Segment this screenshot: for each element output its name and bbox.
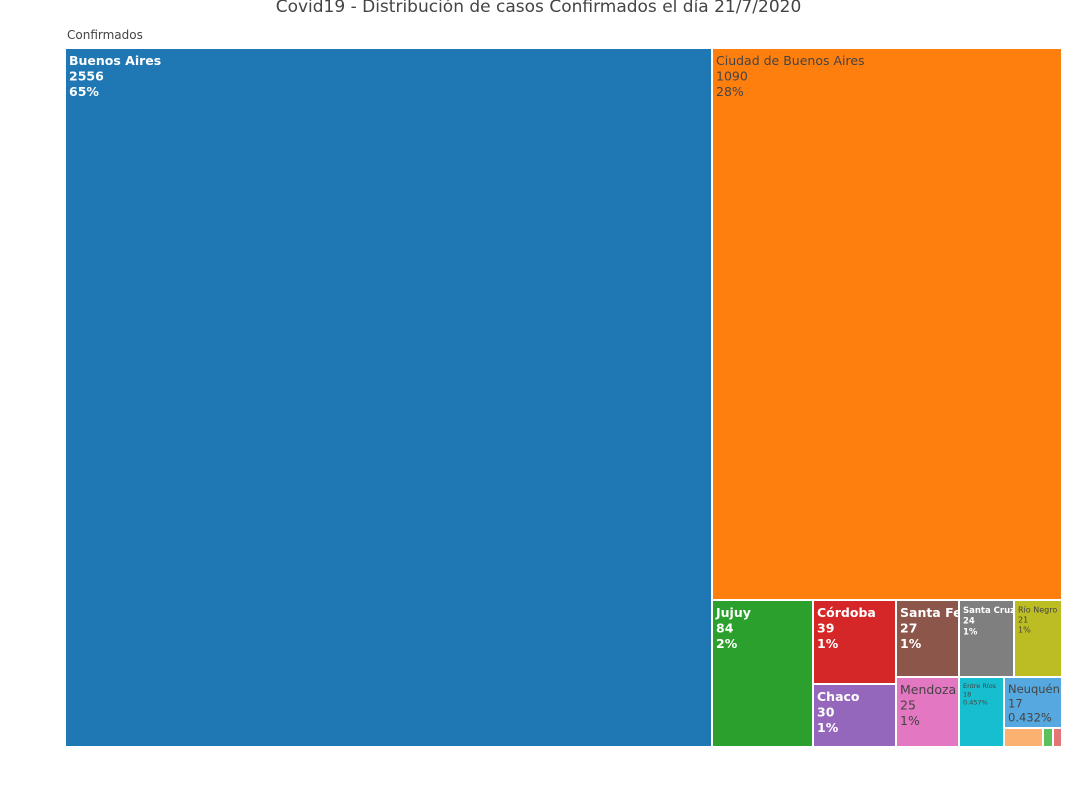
- tile-rect-santa-fe[interactable]: [897, 601, 958, 676]
- tile-percent-mendoza: 1%: [900, 713, 920, 728]
- tile-rect-rio-negro[interactable]: [1015, 601, 1061, 676]
- tile-entre-rios[interactable]: Entre Ríos 18 0.457%: [960, 678, 1003, 746]
- tile-value-rio-negro: 21: [1018, 616, 1028, 625]
- tile-percent-jujuy: 2%: [716, 636, 738, 651]
- tile-rect-jujuy[interactable]: [713, 601, 812, 746]
- tile-percent-cordoba: 1%: [817, 636, 839, 651]
- tile-value-neuquen: 17: [1008, 696, 1023, 710]
- tile-name-santa-fe: Santa Fe: [900, 605, 962, 620]
- tile-value-entre-rios: 18: [963, 690, 971, 698]
- tile-percent-santa-cruz: 1%: [963, 627, 978, 637]
- tile-name-buenos-aires: Buenos Aires: [69, 53, 161, 68]
- tile-chaco[interactable]: Chaco 30 1%: [814, 685, 895, 746]
- tile-ciudad-de-buenos-aires[interactable]: Ciudad de Buenos Aires 1090 28%: [713, 49, 1061, 599]
- tile-name-santa-cruz: Santa Cruz: [963, 606, 1015, 616]
- tile-label-chaco: Chaco 30 1%: [817, 689, 860, 735]
- tile-value-cordoba: 39: [817, 621, 834, 636]
- tile-value-ciudad-de-buenos-aires: 1090: [716, 69, 748, 84]
- tile-rect-buenos-aires[interactable]: [66, 49, 711, 746]
- tile-label-entre-rios: Entre Ríos 18 0.457%: [963, 682, 997, 706]
- tile-percent-ciudad-de-buenos-aires: 28%: [716, 84, 744, 99]
- tile-label-ciudad-de-buenos-aires: Ciudad de Buenos Aires 1090 28%: [716, 53, 865, 99]
- tile-name-rio-negro: Río Negro: [1018, 606, 1057, 615]
- tile-rect-ciudad-de-buenos-aires[interactable]: [713, 49, 1061, 599]
- tile-rect-entre-rios[interactable]: [960, 678, 1003, 746]
- tile-label-jujuy: Jujuy 84 2%: [715, 605, 751, 651]
- tile-name-cordoba: Córdoba: [817, 605, 876, 620]
- tile-value-chaco: 30: [817, 705, 835, 720]
- tile-rect-small-tile-12[interactable]: [1044, 729, 1052, 746]
- tile-cordoba[interactable]: Córdoba 39 1%: [814, 601, 895, 683]
- tile-value-santa-cruz: 24: [963, 617, 975, 627]
- tile-name-neuquen: Neuquén: [1008, 682, 1060, 696]
- chart-title: Covid19 - Distribución de casos Confirma…: [275, 0, 802, 17]
- tile-small-tile-12[interactable]: [1044, 729, 1052, 746]
- tile-mendoza[interactable]: Mendoza 25 1%: [897, 678, 958, 746]
- tile-jujuy[interactable]: Jujuy 84 2%: [713, 601, 812, 746]
- tile-buenos-aires[interactable]: Buenos Aires 2556 65%: [66, 49, 711, 746]
- tile-rio-negro[interactable]: Río Negro 21 1%: [1015, 601, 1061, 676]
- tile-rect-mendoza[interactable]: [897, 678, 958, 746]
- tile-name-chaco: Chaco: [817, 689, 860, 704]
- tile-value-buenos-aires: 2556: [69, 69, 104, 84]
- tile-rect-santa-cruz[interactable]: [960, 601, 1013, 676]
- tile-label-santa-cruz: Santa Cruz 24 1%: [963, 606, 1015, 637]
- tile-name-mendoza: Mendoza: [900, 682, 956, 697]
- tile-label-buenos-aires: Buenos Aires 2556 65%: [69, 53, 161, 99]
- tile-percent-buenos-aires: 65%: [69, 84, 99, 99]
- tile-percent-rio-negro: 1%: [1018, 626, 1031, 635]
- tile-label-cordoba: Córdoba 39 1%: [817, 605, 876, 651]
- tile-percent-santa-fe: 1%: [900, 636, 922, 651]
- tile-value-mendoza: 25: [900, 698, 916, 713]
- tile-rect-chaco[interactable]: [814, 685, 895, 746]
- tile-value-santa-fe: 27: [900, 621, 917, 636]
- tile-rect-neuquen[interactable]: [1005, 678, 1061, 727]
- tile-value-jujuy: 84: [716, 621, 734, 636]
- tile-neuquen[interactable]: Neuquén 17 0.432%: [1005, 678, 1061, 727]
- tile-percent-chaco: 1%: [817, 720, 839, 735]
- tile-name-entre-rios: Entre Ríos: [963, 682, 997, 690]
- tile-rect-cordoba[interactable]: [814, 601, 895, 683]
- tile-label-rio-negro: Río Negro 21 1%: [1018, 606, 1057, 635]
- treemap-breadcrumb[interactable]: Confirmados: [67, 28, 143, 42]
- tile-rect-small-tile-11[interactable]: [1005, 729, 1042, 746]
- tile-label-santa-fe: Santa Fe 27 1%: [900, 605, 962, 651]
- tile-rect-small-tile-13[interactable]: [1054, 729, 1061, 746]
- tile-percent-entre-rios: 0.457%: [963, 698, 988, 706]
- tile-name-ciudad-de-buenos-aires: Ciudad de Buenos Aires: [716, 53, 865, 68]
- tile-small-tile-11[interactable]: [1005, 729, 1042, 746]
- tile-label-neuquen: Neuquén 17 0.432%: [1008, 682, 1060, 725]
- tile-name-jujuy: Jujuy: [715, 605, 751, 620]
- tile-label-mendoza: Mendoza 25 1%: [900, 682, 956, 728]
- tile-percent-neuquen: 0.432%: [1008, 711, 1052, 725]
- tile-santa-cruz[interactable]: Santa Cruz 24 1%: [960, 601, 1015, 676]
- tile-small-tile-13[interactable]: [1054, 729, 1061, 746]
- tile-santa-fe[interactable]: Santa Fe 27 1%: [897, 601, 962, 676]
